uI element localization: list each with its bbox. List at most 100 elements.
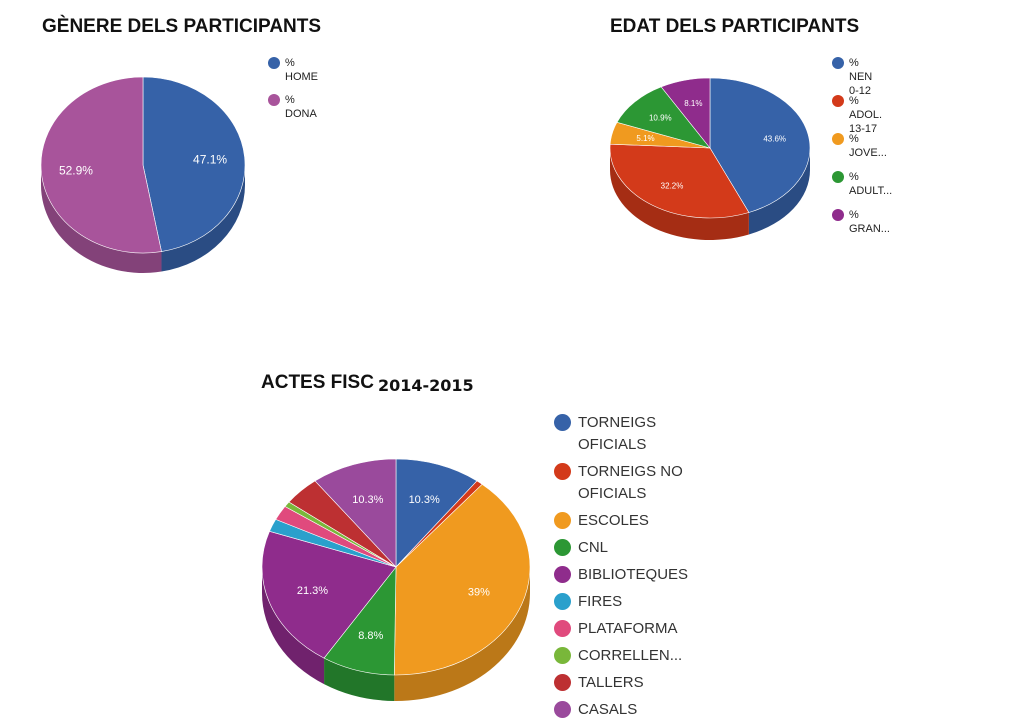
activities-legend-item-2: ESCOLES: [554, 510, 688, 537]
age-legend-text-3-1: ADULT...: [849, 185, 893, 197]
age-slice-4: [660, 77, 711, 149]
age-legend-swatch-3: [832, 171, 844, 183]
activities-legend-text-7-0: CORRELLEN...: [578, 647, 683, 664]
activities-label-4: 21.3%: [297, 585, 328, 597]
age-legend-item-0: % NEN 0-12: [832, 56, 892, 97]
activities-slice-9: [314, 458, 397, 568]
age-legend-item-2: % JOVE...: [832, 132, 892, 170]
activities-year: 2014-2015: [377, 376, 474, 395]
age-slice-1: [609, 143, 750, 219]
gender-legend-item-0: % HOME: [268, 56, 318, 93]
activities-legend-swatch-6: [554, 620, 571, 637]
activities-legend-swatch-9: [554, 701, 571, 718]
activities-legend-text-8-0: TALLERS: [578, 674, 644, 691]
activities-legend-item-8: TALLERS: [554, 672, 688, 699]
activities-legend-swatch-4: [554, 566, 571, 583]
gender-legend-text-0-1: HOME: [285, 71, 318, 83]
activities-legend-item-0: TORNEIGS OFICIALS: [554, 412, 688, 461]
activities-legend-swatch-3: [554, 539, 571, 556]
age-slice-0: [709, 77, 811, 213]
gender-legend: % HOME% DONA: [268, 56, 318, 130]
age-label-1: 32.2%: [661, 181, 684, 190]
age-legend-text-2-0: %: [849, 133, 859, 145]
age-label-2: 5.1%: [636, 134, 654, 143]
activities-legend-item-7: CORRELLEN...: [554, 645, 688, 672]
age-slice-side-0: [748, 148, 810, 235]
age-pie-chart: 43.6% 32.2% 5.1% 10.9% 8.1%: [609, 77, 811, 241]
age-legend-text-2-1: JOVE...: [849, 147, 887, 159]
age-label-4: 8.1%: [684, 99, 702, 108]
activities-title-text: ACTES FISC: [261, 372, 374, 393]
age-legend-text-0-2: 0-12: [849, 85, 872, 97]
age-legend-swatch-4: [832, 209, 844, 221]
age-slice-side-1: [610, 148, 749, 241]
gender-legend-text-0-0: %: [285, 57, 295, 69]
activities-legend-text-3-0: CNL: [578, 539, 609, 556]
activities-legend-item-1: TORNEIGS NO OFICIALS: [554, 461, 688, 510]
gender-slice-side-0: [161, 165, 246, 272]
age-chart-title: EDAT DELS PARTICIPANTS: [610, 16, 860, 37]
activities-legend-swatch-1: [554, 463, 571, 480]
activities-legend-text-1-0: TORNEIGS NO: [578, 463, 683, 480]
gender-legend-text-1-1: DONA: [285, 108, 317, 120]
activities-legend: TORNEIGS OFICIALS TORNEIGS NO OFICIALS ESCOL…: [554, 412, 688, 726]
activities-slice-side-3: [324, 658, 395, 701]
gender-chart-title: GÈNERE DELS PARTICIPANTS: [42, 16, 322, 37]
activities-label-2: 39%: [468, 586, 490, 598]
activities-slice-0: [395, 458, 478, 568]
activities-pie-chart: 10.3% 39% 8.8% 21.3% 10.3%: [261, 458, 531, 701]
activities-slice-4: [261, 530, 397, 659]
activities-legend-text-1-1: OFICIALS: [578, 485, 647, 502]
gender-legend-swatch-0: [268, 57, 280, 69]
activities-legend-text-5-0: FIRES: [578, 593, 623, 610]
age-legend: % NEN 0-12% ADOL. 13-17% JOVE...% ADULT...% GRA…: [832, 56, 892, 246]
activities-legend-item-4: BIBLIOTEQUES: [554, 564, 688, 591]
age-legend-text-0-1: NEN: [849, 71, 873, 83]
age-legend-item-4: % GRAN...: [832, 208, 892, 246]
gender-slice-1: [40, 76, 162, 254]
age-legend-item-3: % ADULT...: [832, 170, 892, 208]
age-label-0: 43.6%: [763, 135, 786, 144]
gender-pie-chart: 47.1% 52.9%: [40, 76, 246, 273]
age-slice-3: [616, 86, 711, 149]
age-legend-text-4-1: GRAN...: [849, 223, 890, 235]
activities-legend-swatch-8: [554, 674, 571, 691]
activities-legend-text-6-0: PLATAFORMA: [578, 620, 678, 637]
age-label-3: 10.9%: [649, 113, 672, 122]
gender-label-0: 47.1%: [193, 153, 227, 167]
activities-legend-item-5: FIRES: [554, 591, 688, 618]
age-legend-text-1-0: %: [849, 95, 859, 107]
gender-slice-side-1: [41, 165, 162, 273]
age-legend-text-1-2: 13-17: [849, 123, 878, 135]
age-legend-text-3-0: %: [849, 171, 859, 183]
activities-legend-swatch-0: [554, 414, 571, 431]
activities-label-3: 8.8%: [358, 630, 383, 642]
activities-legend-text-9-0: CASALS: [578, 701, 638, 718]
age-legend-text-1-1: ADOL.: [849, 109, 883, 121]
gender-legend-swatch-1: [268, 94, 280, 106]
activities-slice-2: [394, 483, 531, 676]
age-legend-item-1: % ADOL. 13-17: [832, 94, 892, 135]
activities-legend-text-0-0: TORNEIGS: [578, 414, 657, 431]
activities-legend-swatch-7: [554, 647, 571, 664]
gender-label-1: 52.9%: [59, 163, 93, 177]
activities-label-0: 10.3%: [409, 494, 440, 506]
activities-legend-item-9: CASALS: [554, 699, 688, 726]
age-legend-swatch-1: [832, 95, 844, 107]
activities-legend-text-4-0: BIBLIOTEQUES: [578, 566, 689, 583]
activities-legend-swatch-2: [554, 512, 571, 529]
activities-legend-text-2-0: ESCOLES: [578, 512, 649, 529]
activities-legend-swatch-5: [554, 593, 571, 610]
age-legend-text-4-0: %: [849, 209, 859, 221]
activities-legend-item-6: PLATAFORMA: [554, 618, 688, 645]
gender-legend-text-1-0: %: [285, 94, 295, 106]
activities-chart-title: ACTES FISC 2014-2015: [261, 372, 474, 395]
gender-legend-item-1: % DONA: [268, 93, 318, 130]
age-legend-swatch-0: [832, 57, 844, 69]
activities-legend-text-0-1: OFICIALS: [578, 436, 647, 453]
activities-slice-side-2: [394, 567, 530, 701]
gender-slice-0: [142, 76, 246, 252]
activities-slice-side-4: [262, 567, 325, 685]
activities-legend-item-3: CNL: [554, 537, 688, 564]
age-legend-swatch-2: [832, 133, 844, 145]
